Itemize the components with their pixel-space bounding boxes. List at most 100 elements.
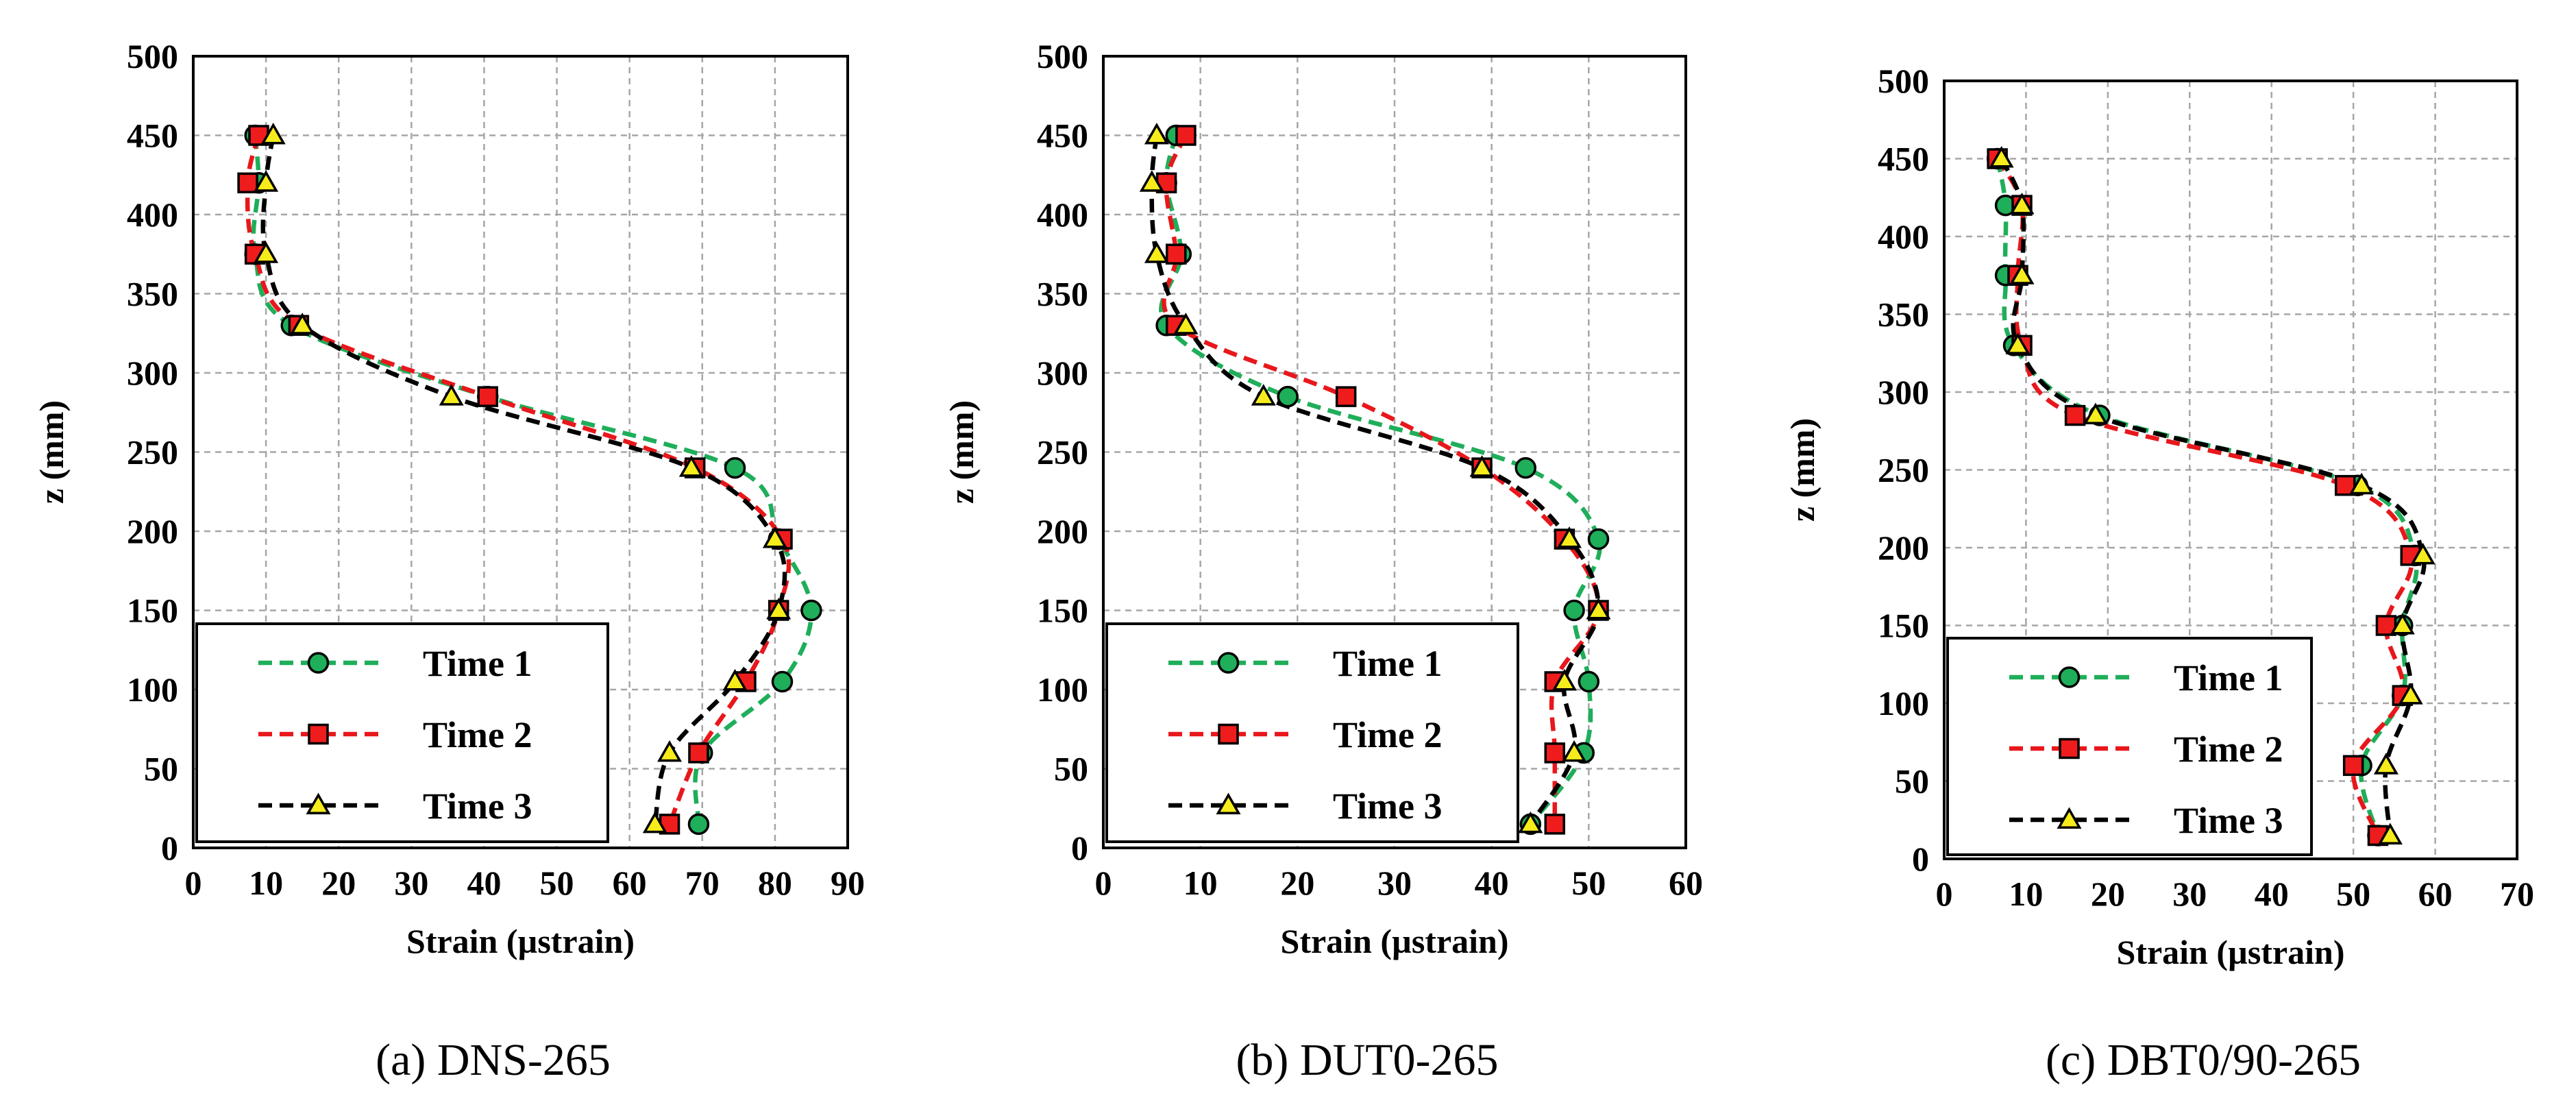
series-line-time-2 [1995, 157, 2414, 837]
y-tick-label: 50 [1895, 762, 1929, 801]
data-point [678, 455, 704, 477]
x-tick-label: 0 [1095, 864, 1112, 902]
data-point [657, 740, 683, 762]
y-axis-title: z (mm) [1783, 418, 1821, 522]
y-tick-label: 50 [1054, 750, 1088, 788]
legend-marker [1216, 792, 1241, 814]
data-point [800, 599, 822, 622]
data-point [762, 526, 787, 548]
data-point [2373, 753, 2399, 775]
legend-marker [308, 723, 329, 745]
data-point [1551, 668, 1577, 691]
data-point [1335, 386, 1357, 407]
y-tick-label: 500 [127, 37, 178, 75]
data-point [1586, 597, 1611, 620]
x-axis-title: Strain (µstrain) [406, 922, 635, 960]
panel-caption: (b) DUT0-265 [1236, 1035, 1498, 1085]
x-tick-label: 60 [613, 864, 647, 902]
data-point [254, 170, 279, 192]
y-tick-label: 350 [1037, 275, 1088, 313]
y-tick-label: 500 [1037, 37, 1088, 75]
y-tick-label: 100 [1878, 684, 1929, 722]
y-axis-title: z (mm) [942, 400, 981, 504]
legend: Time 1 Time 2 Time 3 [195, 622, 609, 843]
x-tick-label: 0 [1936, 875, 1953, 913]
data-point [688, 742, 709, 764]
y-tick-label: 300 [1037, 354, 1088, 392]
data-point [687, 813, 710, 836]
y-tick-label: 300 [127, 354, 178, 392]
legend-label: Time 3 [2174, 800, 2283, 841]
data-point [1251, 384, 1276, 406]
y-tick-label: 150 [1878, 607, 1929, 645]
x-tick-label: 20 [2091, 875, 2125, 913]
y-tick-label: 100 [127, 670, 178, 709]
y-tick-label: 400 [127, 195, 178, 234]
data-point [1544, 742, 1565, 764]
panel-caption: (c) DBT0/90-265 [2046, 1035, 2361, 1085]
data-point [1173, 313, 1199, 334]
legend-marker [1217, 652, 1240, 674]
data-point [1578, 670, 1600, 693]
y-tick-label: 100 [1037, 670, 1088, 709]
data-point [2349, 472, 2375, 495]
chart-panel-b: 0 10 20 30 40 50 60 0 50 100 150 200 250 300 350 400 450… [942, 37, 1703, 1085]
x-tick-label: 30 [2172, 875, 2207, 913]
x-tick-label: 80 [758, 864, 792, 902]
data-point [766, 597, 792, 620]
data-point [1556, 526, 1582, 548]
data-point [1166, 243, 1187, 265]
data-point [2377, 823, 2403, 844]
y-tick-label: 450 [1037, 117, 1088, 155]
legend-marker [2058, 666, 2081, 688]
y-tick-label: 200 [1878, 528, 1929, 567]
data-point [771, 670, 794, 693]
data-point [1144, 122, 1169, 145]
data-point [2009, 263, 2035, 284]
legend-entry-time-3: Time 3 [2009, 800, 2283, 841]
legend-label: Time 2 [423, 714, 532, 755]
y-tick-label: 350 [1878, 295, 1929, 334]
legend-marker [307, 652, 330, 674]
legend-entry-time-1: Time 1 [2009, 657, 2283, 698]
legend-label: Time 2 [2174, 729, 2283, 770]
x-tick-label: 40 [467, 864, 501, 902]
data-point [477, 386, 498, 407]
series-markers-time-3 [254, 122, 792, 834]
y-tick-label: 300 [1878, 373, 1929, 411]
data-point [290, 313, 315, 334]
legend-box [1946, 637, 2313, 856]
y-tick-label: 0 [1912, 840, 1929, 878]
x-tick-label: 70 [2500, 875, 2534, 913]
x-tick-label: 20 [321, 864, 356, 902]
data-point [2410, 542, 2436, 565]
y-tick-label: 450 [127, 117, 178, 155]
legend-entry-time-1: Time 1 [258, 643, 532, 684]
y-tick-label: 150 [1037, 592, 1088, 630]
x-tick-label: 10 [2009, 875, 2043, 913]
legend-label: Time 3 [1333, 786, 1443, 827]
data-point [2398, 683, 2423, 705]
legend-entry-time-2: Time 2 [258, 714, 532, 755]
data-point [1139, 170, 1164, 192]
data-point [1277, 385, 1299, 408]
legend-label: Time 1 [1333, 643, 1443, 684]
x-tick-label: 10 [1183, 864, 1218, 902]
data-point [2342, 755, 2364, 777]
data-point [2390, 612, 2415, 635]
series-markers-time-3 [1989, 145, 2436, 844]
x-axis-title: Strain (µstrain) [1281, 922, 1509, 960]
data-point [1563, 599, 1585, 622]
grid [193, 56, 848, 848]
series-line-time-1 [1159, 134, 1602, 826]
legend-marker [306, 792, 331, 814]
x-tick-label: 60 [1669, 864, 1703, 902]
plot-area [192, 55, 849, 849]
legend-label: Time 1 [2174, 657, 2283, 698]
legend-marker [2057, 807, 2082, 829]
chart-panel-a: 0 10 20 30 40 50 60 70 80 90 0 50 100 150 200 250 300 350… [32, 37, 865, 1085]
x-tick-label: 70 [685, 864, 720, 902]
data-point [439, 384, 464, 406]
legend-marker [2059, 738, 2080, 759]
